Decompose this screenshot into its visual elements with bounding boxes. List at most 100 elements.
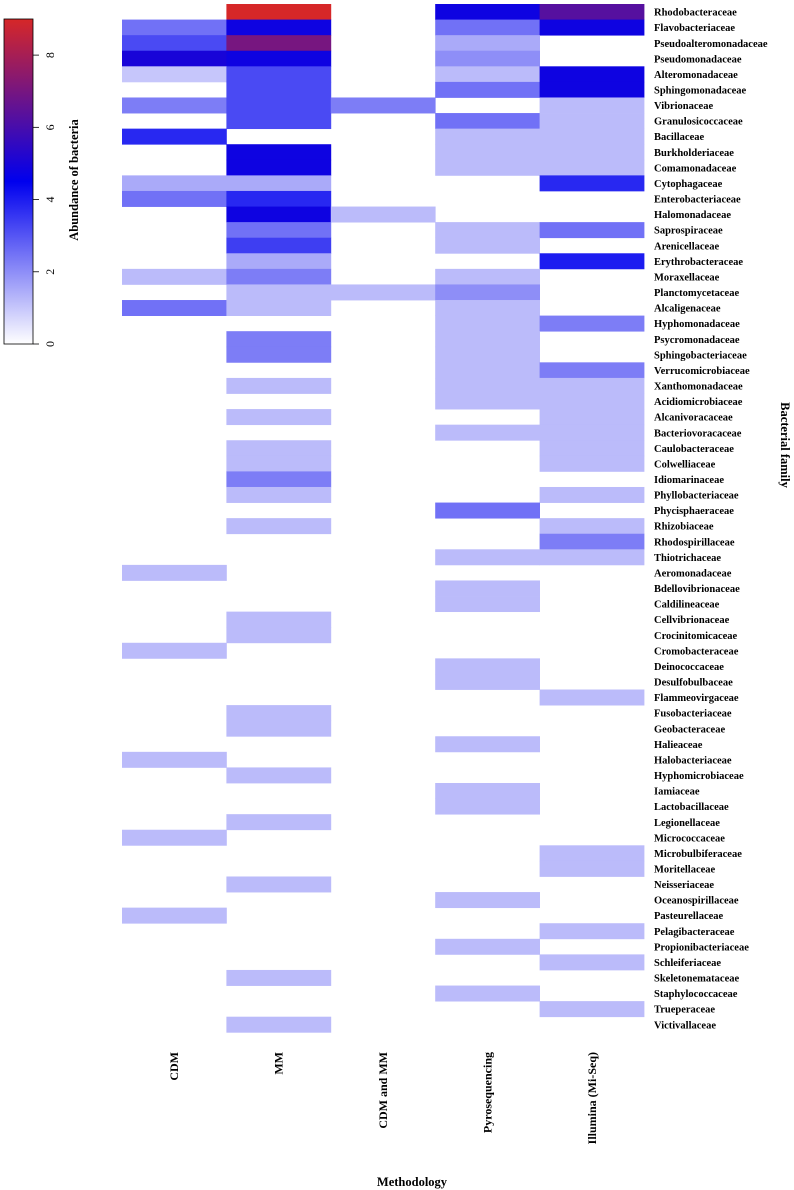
row-label: Pseudomonadaceae	[654, 54, 742, 65]
heatmap-cell	[539, 128, 645, 145]
heatmap-cell	[435, 393, 540, 410]
heatmap-cell	[122, 175, 227, 192]
heatmap-cell	[122, 50, 227, 67]
row-label: Lactobacillaceae	[654, 802, 729, 813]
heatmap-cell	[435, 268, 540, 285]
heatmap-cell	[226, 331, 332, 348]
heatmap-cell	[435, 19, 540, 36]
row-label: Enterobacteriaceae	[654, 195, 741, 206]
row-label: Thiotrichaceae	[654, 553, 721, 564]
heatmap-cell	[226, 97, 332, 114]
row-label: Propionibacteriaceae	[654, 942, 749, 953]
legend-tick-label: 6	[43, 124, 57, 130]
row-label: Rhodospirillaceae	[654, 537, 735, 548]
heatmap-cell	[226, 876, 332, 893]
row-label: Deinococcaceae	[654, 662, 724, 673]
heatmap-cell	[435, 128, 540, 145]
heatmap-cell	[539, 253, 645, 270]
heatmap-cell	[435, 985, 540, 1002]
column-label: CDM	[167, 1052, 181, 1081]
row-label: Idiomarinaceae	[654, 475, 724, 486]
row-label: Granulosicoccaceae	[654, 117, 743, 128]
row-label: Flavobacteriaceae	[654, 23, 735, 34]
row-label: Desulfobulbaceae	[654, 678, 733, 689]
heatmap-cell	[435, 658, 540, 675]
row-label: Phyllobacteriaceae	[654, 491, 739, 502]
heatmap-cell	[435, 4, 540, 20]
row-label: Vibrionaceae	[654, 101, 713, 112]
heatmap-cell	[539, 315, 645, 332]
row-label: Verrucomicrobiaceae	[654, 366, 750, 377]
heatmap-cell	[435, 580, 540, 597]
row-label: Pelagibacteraceae	[654, 927, 735, 938]
row-label: Phycisphaeraceae	[654, 506, 734, 517]
heatmap-cell	[226, 4, 332, 20]
row-label: Caldilineaceae	[654, 600, 720, 611]
heatmap-cell	[539, 424, 645, 441]
row-label: Staphylococcaceae	[654, 989, 738, 1000]
heatmap-cell	[539, 362, 645, 379]
row-label: Pseudoalteromonadaceae	[654, 39, 768, 50]
heatmap-cell	[539, 954, 645, 971]
heatmap-cell	[226, 206, 332, 223]
heatmap-cell	[539, 518, 645, 535]
heatmap-cell	[435, 938, 540, 955]
legend-tick-label: 2	[43, 269, 57, 275]
heatmap-cell	[122, 35, 227, 52]
heatmap-cell	[122, 190, 227, 207]
row-label: Psycromonadaceae	[654, 335, 740, 346]
heatmap-cell	[435, 113, 540, 130]
row-label: Fusobacteriaceae	[654, 709, 732, 720]
heatmap-cell	[539, 19, 645, 36]
heatmap-cell	[226, 144, 332, 161]
heatmap-cell	[539, 409, 645, 426]
heatmap-cell	[539, 689, 645, 706]
heatmap-cell	[539, 923, 645, 940]
row-label: Arenicellaceae	[654, 241, 719, 252]
heatmap-cell	[435, 346, 540, 363]
row-label: Rhodobacteraceae	[654, 8, 737, 19]
heatmap-cell	[539, 113, 645, 130]
row-label: Bacillaceae	[654, 132, 704, 143]
row-label: Planctomycetaceae	[654, 288, 739, 299]
row-label: Moritellaceae	[654, 864, 716, 875]
row-label: Sphingobacteriaceae	[654, 350, 747, 361]
heatmap-cell	[122, 97, 227, 114]
row-label: Alteromonadaceae	[654, 70, 738, 81]
heatmap-cell	[539, 144, 645, 161]
row-label: Halieaceae	[654, 740, 703, 751]
heatmap-cell	[539, 860, 645, 877]
row-label: Cromobacteraceae	[654, 646, 739, 657]
heatmap-cell	[226, 767, 332, 784]
heatmap-cell	[435, 284, 540, 301]
x-axis-title: Methodology	[377, 1175, 448, 1189]
column-label: Pyrosequencing	[480, 1052, 494, 1133]
heatmap-cell	[435, 362, 540, 379]
heatmap-cell	[435, 424, 540, 441]
row-label: Alcaligenaceae	[654, 304, 721, 315]
heatmap-cell	[226, 300, 332, 316]
row-label: Legionellaceae	[654, 818, 720, 829]
heatmap-cell	[435, 736, 540, 753]
heatmap-cell	[539, 4, 645, 20]
column-label: CDM and MM	[376, 1052, 390, 1129]
row-label: Trueperaceae	[654, 1005, 715, 1016]
heatmap-cell	[122, 66, 227, 83]
heatmap-cell	[226, 175, 332, 192]
heatmap-cell	[226, 1016, 332, 1033]
heatmap-cell	[539, 81, 645, 98]
heatmap-cell	[226, 253, 332, 270]
heatmap-cell	[435, 144, 540, 161]
row-label: Colwelliaceae	[654, 459, 716, 470]
heatmap-cell	[122, 751, 227, 768]
row-label: Sphingomonadaceae	[654, 85, 747, 96]
row-label: Hyphomicrobiaceae	[654, 771, 744, 782]
heatmap-cell	[226, 611, 332, 628]
heatmap-cell	[226, 377, 332, 394]
heatmap-cell	[539, 393, 645, 410]
heatmap-cell	[435, 377, 540, 394]
heatmap-cell	[330, 97, 436, 114]
row-label: Crocinitomicaceae	[654, 631, 738, 642]
heatmap-cell	[435, 35, 540, 52]
